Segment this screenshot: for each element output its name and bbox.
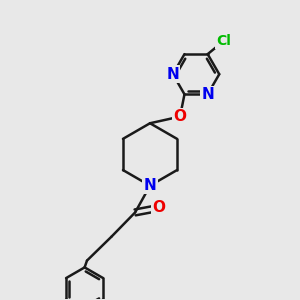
Text: N: N bbox=[201, 87, 214, 102]
Text: Cl: Cl bbox=[217, 34, 231, 48]
Text: O: O bbox=[173, 109, 187, 124]
Text: N: N bbox=[144, 178, 156, 193]
Text: O: O bbox=[152, 200, 165, 215]
Text: N: N bbox=[167, 67, 179, 82]
